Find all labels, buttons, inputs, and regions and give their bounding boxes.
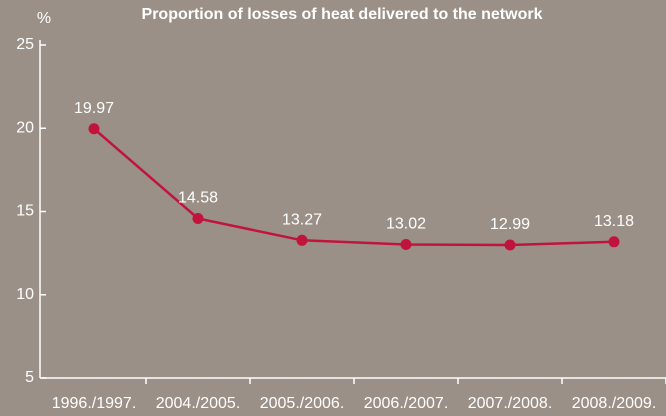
x-tick-label: 2007./2008. [468,395,553,412]
point [192,212,204,224]
data-label: 19.97 [74,100,114,117]
x-tick-label: 1996./1997. [52,395,137,412]
point [296,234,308,246]
y-tick-label: 10 [16,286,34,303]
data-label: 13.02 [386,216,426,233]
y-axis-label: % [37,10,51,27]
data-label: 13.27 [282,212,322,229]
data-label: 12.99 [490,216,530,233]
chart-title: Proportion of losses of heat delivered t… [142,6,543,23]
x-tick-label: 2004./2005. [156,395,241,412]
y-tick-label: 5 [25,369,34,386]
point [608,236,620,248]
data-label: 13.18 [594,213,634,230]
point [504,239,516,251]
y-tick-label: 15 [16,203,34,220]
x-tick-label: 2006./2007. [364,395,449,412]
line [93,127,615,247]
y-tick-label: 20 [16,119,34,136]
y-tick-label: 25 [16,36,34,53]
x-tick-label: 2008./2009. [572,395,657,412]
point [88,123,100,135]
x-tick-label: 2005./2006. [260,395,345,412]
point [400,238,412,250]
data-label: 14.58 [178,190,218,207]
